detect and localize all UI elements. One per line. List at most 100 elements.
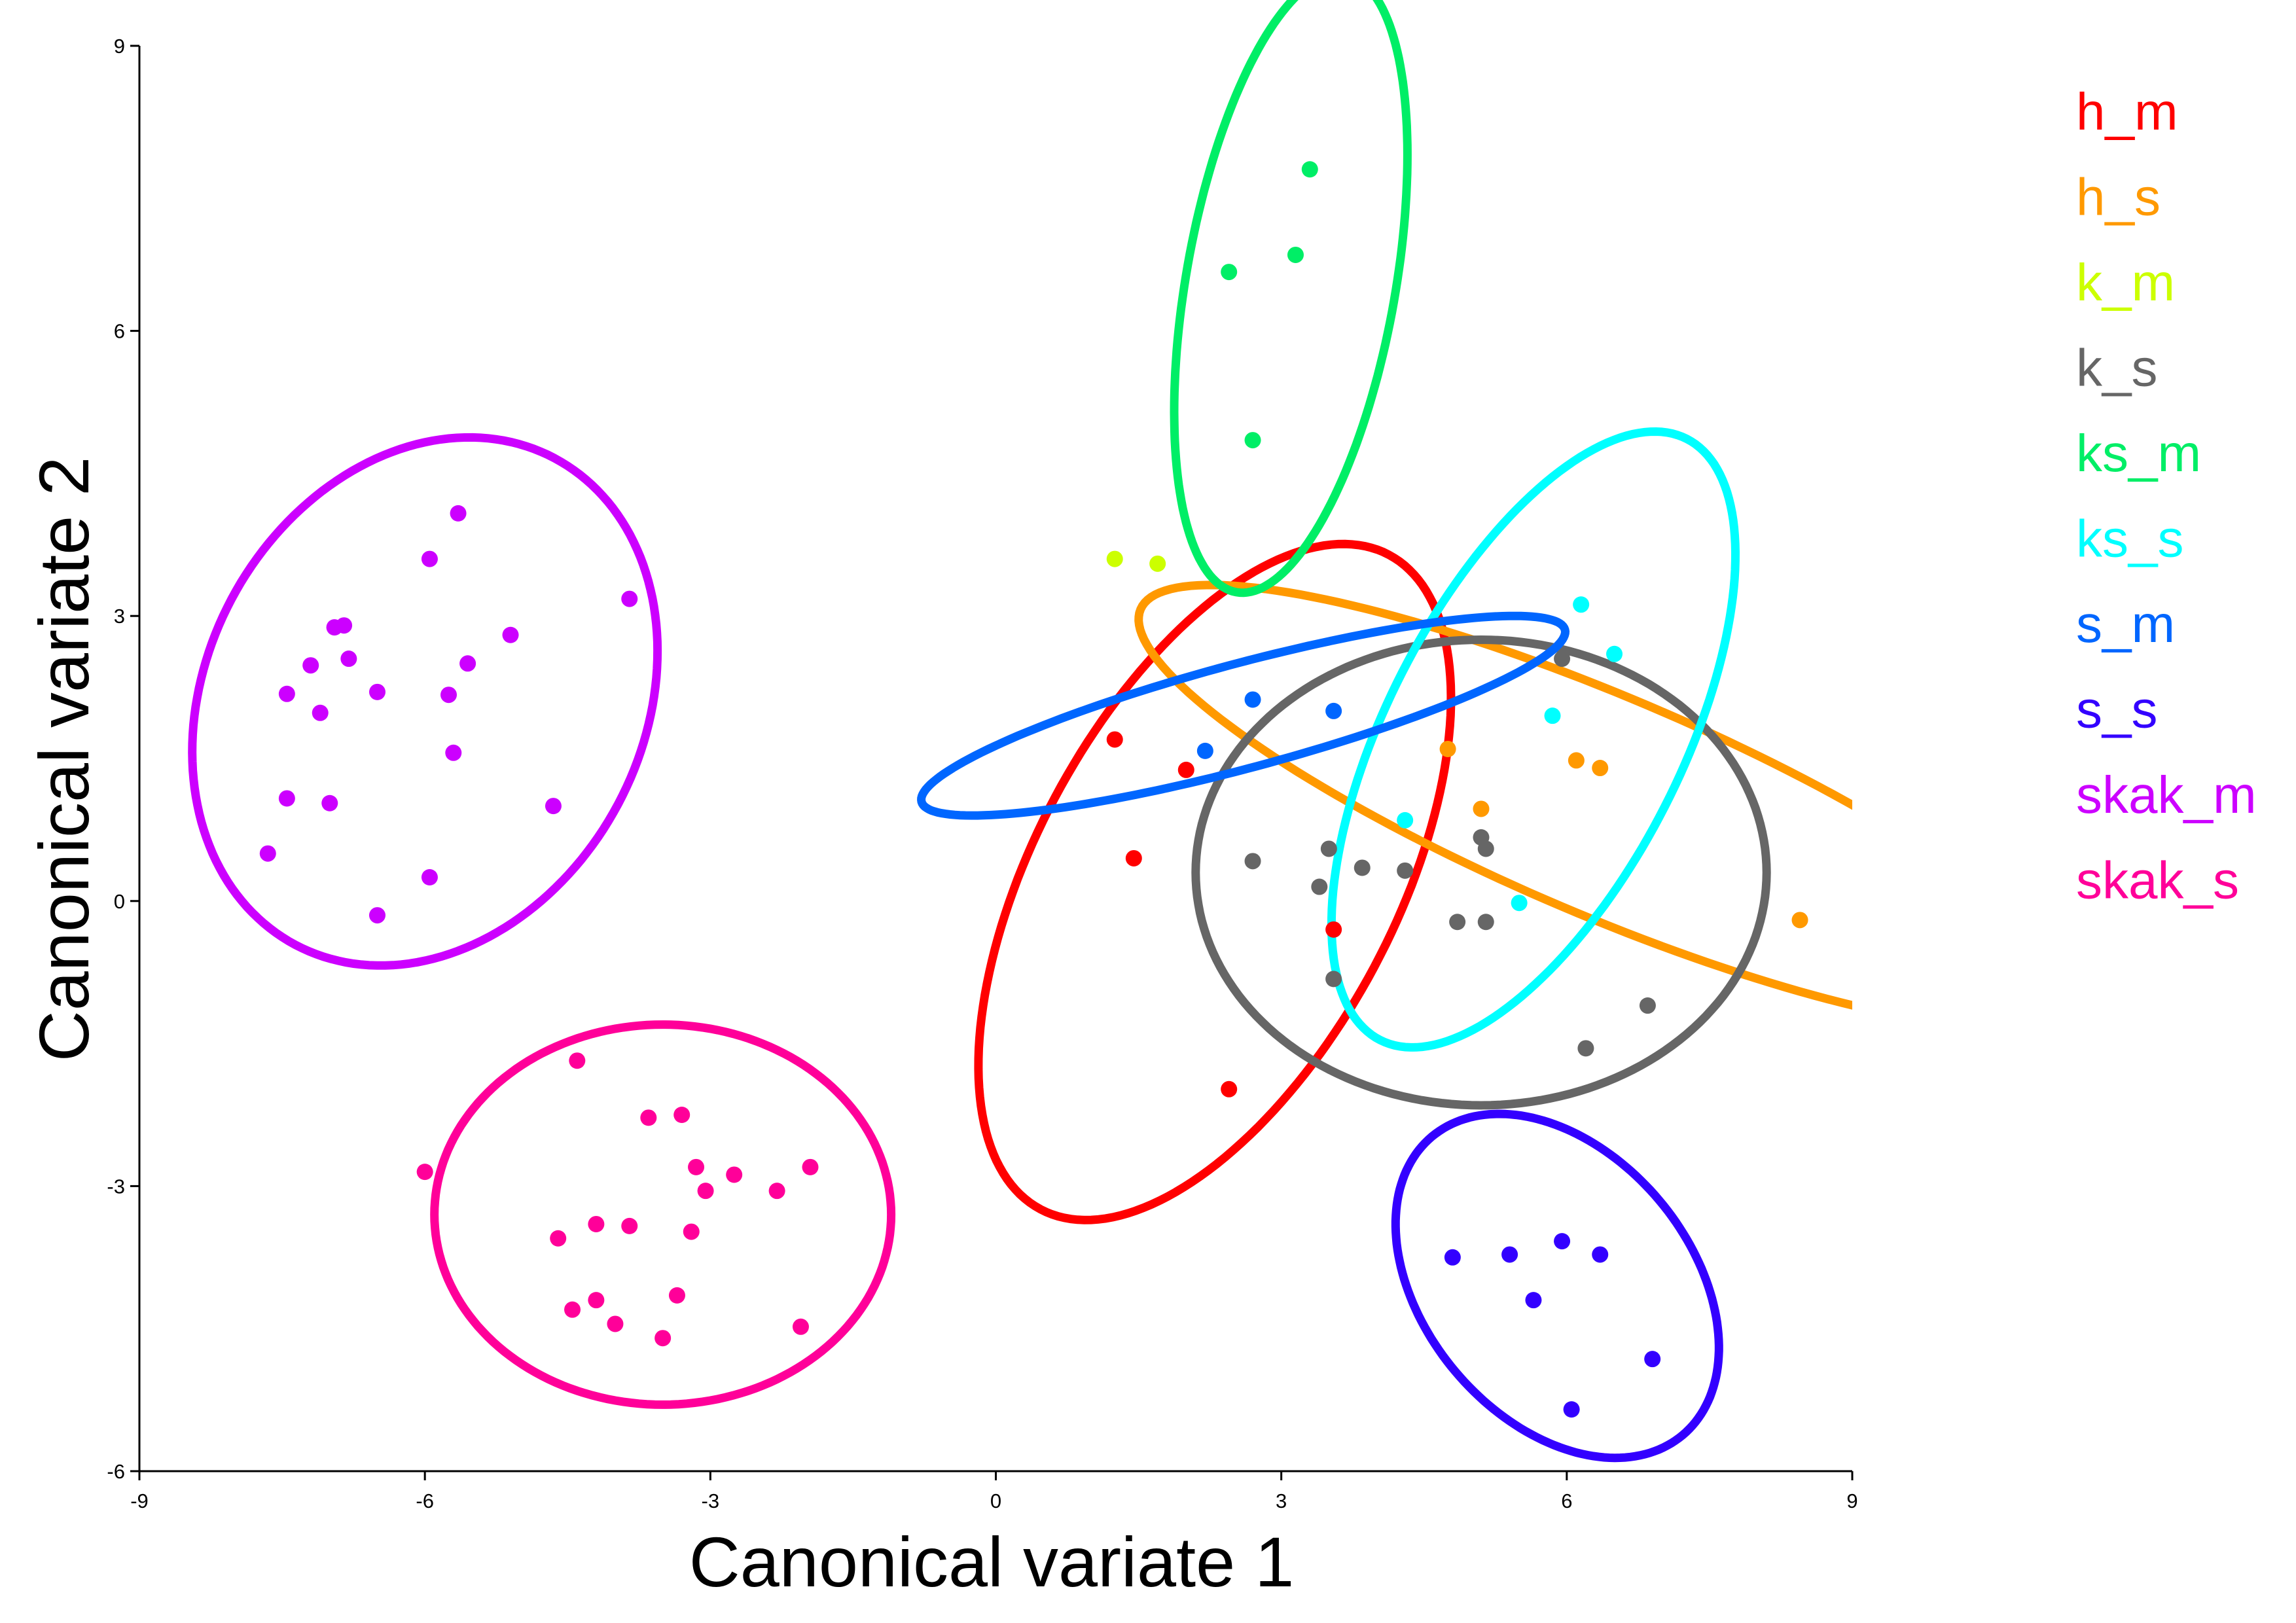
ellipse-ks-s [1327,427,1740,1052]
point-skak-m [545,798,562,815]
point-skak-s [673,1107,691,1123]
point-h-m [1125,849,1142,866]
point-k-s [1354,859,1371,876]
point-s-m [1196,742,1213,759]
point-skak-s [792,1318,809,1335]
point-skak-m [368,683,386,700]
point-s-s [1554,1233,1571,1250]
point-h-s [1439,740,1456,757]
point-skak-m [312,704,329,721]
point-ks-s [1397,812,1414,829]
point-s-s [1563,1401,1580,1418]
y-tick-label: 0 [114,890,125,913]
point-ks-m [1287,246,1304,263]
point-k-s [1311,878,1328,895]
point-k-s [1477,914,1494,931]
ellipse-s-s [1391,1109,1723,1463]
point-k-m [1149,555,1166,572]
legend-item-s-s: s_s [2076,681,2158,739]
point-skak-m [421,869,438,885]
point-k-s [1397,862,1414,879]
point-skak-m [502,626,519,643]
legend: h_m h_s k_m k_s ks_m ks_s s_m s_s skak_m skak_s [2076,82,2257,910]
ellipse-s-m [917,611,1570,820]
point-skak-s [569,1052,586,1069]
point-skak-m [278,685,295,702]
point-h-m [1325,921,1342,938]
ellipse-skak-m [188,433,662,970]
ellipse-skak-s [430,1020,896,1409]
point-k-s [1449,914,1466,931]
point-skak-s [588,1215,605,1232]
y-tick-label: -6 [107,1460,125,1483]
point-skak-m [621,590,638,607]
point-skak-s [697,1183,714,1200]
point-k-s [1244,853,1261,870]
point-h-s [1791,912,1808,929]
ellipse-h-s [1134,580,1852,1010]
x-axis-title: Canonical variate 1 [689,1522,1295,1601]
point-skak-s [768,1183,785,1200]
y-tick-label: 9 [114,35,125,58]
legend-item-k-s: k_s [2076,339,2158,397]
y-tick-label: 3 [114,605,125,628]
point-skak-s [726,1166,743,1183]
point-s-s [1444,1249,1461,1266]
point-ks-s [1573,596,1590,613]
point-k-s [1325,971,1342,988]
legend-item-skak-s: skak_s [2076,851,2239,910]
point-s-s [1501,1246,1518,1263]
point-s-s [1525,1292,1542,1309]
legend-item-ks-s: ks_s [2076,510,2184,568]
point-skak-m [321,794,338,812]
point-skak-m [259,845,276,862]
point-skak-s [588,1292,605,1309]
ellipse-ks-m [1170,0,1412,597]
point-skak-m [440,687,457,704]
point-skak-s [688,1158,705,1175]
point-s-s [1644,1351,1661,1368]
legend-item-s-m: s_m [2076,595,2175,653]
x-tick-label: -6 [416,1489,434,1512]
point-skak-s [668,1287,685,1304]
point-skak-m [450,505,467,522]
point-h-m [1106,731,1123,748]
x-tick-label: 6 [1561,1489,1572,1512]
legend-item-ks-m: ks_m [2076,424,2201,482]
ellipse-h-m [974,539,1456,1224]
point-skak-s [802,1158,819,1175]
point-s-s [1592,1246,1609,1263]
point-skak-m [340,651,357,668]
point-skak-m [445,744,462,761]
point-skak-s [564,1301,581,1318]
point-h-m [1221,1080,1238,1097]
point-k-s [1477,840,1494,857]
point-ks-m [1221,264,1238,281]
point-skak-s [416,1164,433,1181]
point-h-s [1592,760,1609,777]
point-ks-m [1301,161,1318,178]
point-ks-s [1544,707,1561,724]
confidence-ellipses [188,0,1852,1463]
point-ks-m [1244,432,1261,449]
point-h-s [1568,752,1585,769]
point-s-m [1325,702,1342,719]
point-skak-s [655,1330,672,1347]
point-skak-m [302,657,319,674]
y-tick-label: 6 [114,320,125,343]
ellipse-k-s [1191,635,1771,1110]
x-tick-label: 3 [1276,1489,1287,1512]
point-k-s [1639,997,1656,1014]
point-k-s [1577,1040,1594,1057]
point-s-m [1244,691,1261,708]
point-skak-m [336,617,353,634]
point-skak-s [640,1109,657,1126]
y-tick-label: -3 [107,1175,125,1198]
x-tick-label: -9 [130,1489,149,1512]
point-skak-s [607,1315,624,1332]
x-tick-label: 0 [990,1489,1001,1512]
legend-item-h-m: h_m [2076,82,2178,141]
point-skak-s [550,1230,567,1247]
